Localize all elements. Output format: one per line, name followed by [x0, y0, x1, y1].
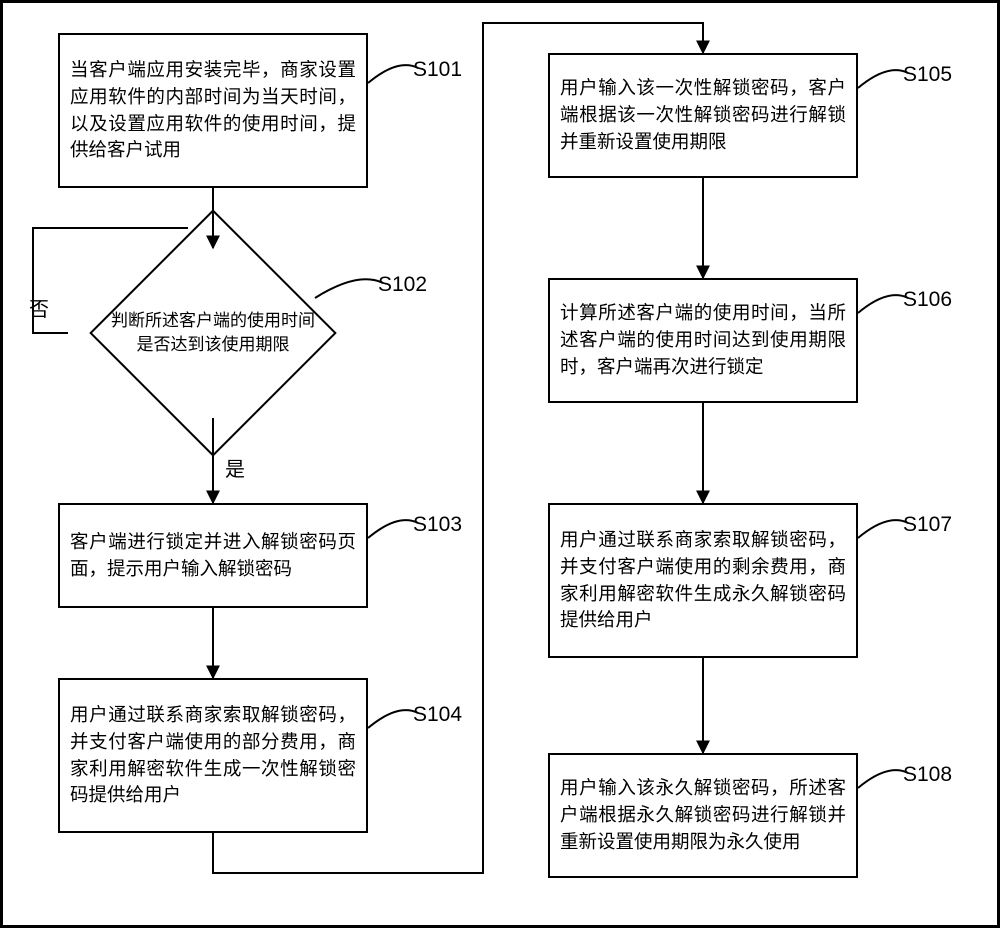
- label-s108: S108: [903, 763, 952, 787]
- label-s103: S103: [413, 513, 462, 537]
- node-s103: 客户端进行锁定并进入解锁密码页面，提示用户输入解锁密码: [58, 503, 368, 608]
- node-text: 客户端进行锁定并进入解锁密码页面，提示用户输入解锁密码: [70, 529, 356, 583]
- node-s104: 用户通过联系商家索取解锁密码，并支付客户端使用的部分费用，商家利用解密软件生成一…: [58, 678, 368, 833]
- label-s105: S105: [903, 63, 952, 87]
- node-s108: 用户输入该永久解锁密码，所述客户端根据永久解锁密码进行解锁并重新设置使用期限为永…: [548, 753, 858, 878]
- node-s101: 当客户端应用安装完毕，商家设置应用软件的内部时间为当天时间，以及设置应用软件的使…: [58, 33, 368, 188]
- node-s102: 判断所述客户端的使用时间是否达到该使用期限: [68, 248, 358, 418]
- label-s102: S102: [378, 273, 427, 297]
- leader-s108: [858, 770, 908, 788]
- node-s107: 用户通过联系商家索取解锁密码，并支付客户端使用的剩余费用，商家利用解密软件生成永…: [548, 503, 858, 658]
- node-text: 用户通过联系商家索取解锁密码，并支付客户端使用的剩余费用，商家利用解密软件生成永…: [560, 527, 846, 634]
- leader-s101: [368, 65, 418, 83]
- node-text: 用户输入该永久解锁密码，所述客户端根据永久解锁密码进行解锁并重新设置使用期限为永…: [560, 775, 846, 855]
- node-s105: 用户输入该一次性解锁密码，客户端根据该一次性解锁密码进行解锁并重新设置使用期限: [548, 53, 858, 178]
- leader-s103: [368, 520, 418, 538]
- node-text: 当客户端应用安装完毕，商家设置应用软件的内部时间为当天时间，以及设置应用软件的使…: [70, 57, 356, 164]
- edge-label-yes: 是: [225, 453, 245, 482]
- label-s101: S101: [413, 58, 462, 82]
- node-text: 用户输入该一次性解锁密码，客户端根据该一次性解锁密码进行解锁并重新设置使用期限: [560, 75, 846, 155]
- leader-s104: [368, 710, 418, 728]
- edge-label-no: 否: [29, 293, 49, 322]
- label-s107: S107: [903, 513, 952, 537]
- node-text: 计算所述客户端的使用时间，当所述客户端的使用时间达到使用期限时，客户端再次进行锁…: [560, 300, 846, 380]
- node-text: 用户通过联系商家索取解锁密码，并支付客户端使用的部分费用，商家利用解密软件生成一…: [70, 702, 356, 809]
- label-s106: S106: [903, 288, 952, 312]
- node-s106: 计算所述客户端的使用时间，当所述客户端的使用时间达到使用期限时，客户端再次进行锁…: [548, 278, 858, 403]
- leader-s105: [858, 70, 908, 88]
- label-s104: S104: [413, 703, 462, 727]
- flowchart-canvas: 当客户端应用安装完毕，商家设置应用软件的内部时间为当天时间，以及设置应用软件的使…: [0, 0, 1000, 928]
- leader-s107: [858, 520, 908, 538]
- leader-s106: [858, 295, 908, 313]
- node-text: 判断所述客户端的使用时间是否达到该使用期限: [106, 309, 321, 357]
